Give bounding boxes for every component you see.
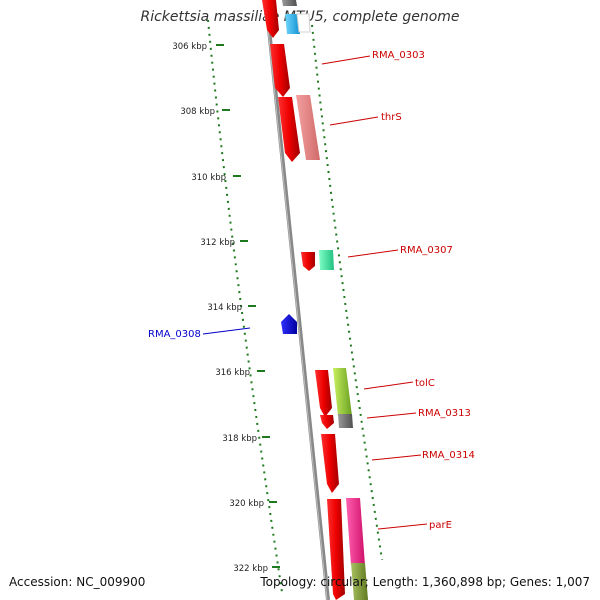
gene-label: tolC [415,378,435,389]
gene-label: thrS [381,112,402,123]
gene-feature [320,415,334,429]
gene-label: RMA_0307 [400,245,453,256]
gene-feature [296,95,320,160]
tick-label: 318 kbp [222,434,257,444]
tick-label: 316 kbp [215,368,250,378]
leader-line [329,116,379,126]
genome-backbone [264,0,330,600]
tick-labels: 306 kbp 308 kbp 310 kbp 312 kbp 314 kbp … [172,42,268,574]
gene-feature [319,250,334,270]
tick-label: 312 kbp [200,238,235,248]
tick-marks [216,44,280,568]
accession-text: Accession: NC_009900 [9,575,146,589]
gene-feature [333,368,352,416]
gene-feature [278,97,300,162]
colored-genes [282,0,368,600]
gene-label: RMA_0303 [372,50,425,61]
genome-summary: Topology: circular; Length: 1,360,898 bp… [260,575,590,589]
tick-label: 306 kbp [172,42,207,52]
leader-line [371,454,422,461]
leader-line [377,523,428,530]
gene-label: parE [429,520,452,531]
tick-label: 322 kbp [233,564,268,574]
gene-label-leaders [202,55,428,530]
gene-feature [321,434,339,493]
genome-backbone-highlight [264,0,328,600]
tick-label: 314 kbp [207,303,242,313]
gene-feature [315,370,332,417]
gc-track-inner [311,24,383,561]
tick-label: 310 kbp [191,173,226,183]
gene-feature [296,13,311,33]
gc-track-outer [207,19,283,593]
reverse-gene-feature [281,314,297,334]
gene-feature [327,499,345,600]
leader-line [321,55,371,65]
forward-genes [262,0,345,600]
leader-line [347,249,399,258]
gene-feature [301,252,315,271]
gene-label: RMA_0314 [422,450,475,461]
gene-feature [351,563,368,600]
gene-feature [338,414,353,428]
gene-feature [346,498,365,565]
tick-label: 308 kbp [180,107,215,117]
gene-labels: RMA_0303 thrS RMA_0307 RMA_0308 tolC RMA… [148,50,475,531]
gene-label: RMA_0308 [148,329,201,340]
gene-label: RMA_0313 [418,408,471,419]
gene-feature [262,0,279,38]
leader-line [366,412,417,419]
leader-line [202,327,251,335]
gene-feature [285,14,300,34]
gene-feature [270,44,290,97]
tick-label: 320 kbp [229,499,264,509]
gene-feature [282,0,297,6]
leader-line [363,381,414,390]
